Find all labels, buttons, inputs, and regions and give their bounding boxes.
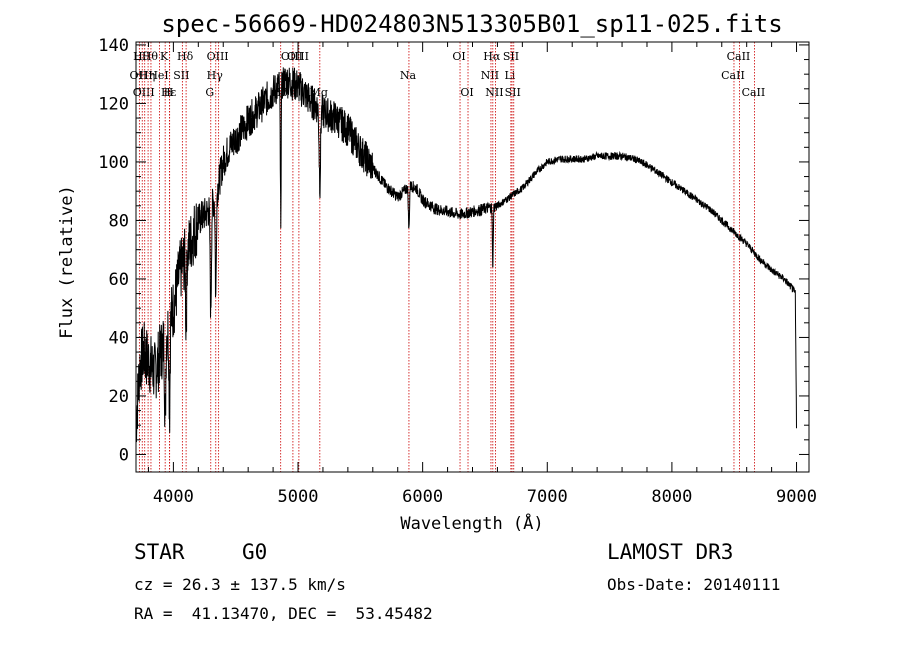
line-marker-label: SII: [505, 86, 521, 99]
plot-frame: [135, 41, 810, 473]
redshift-value: cz = 26.3 ± 137.5 km/s: [134, 575, 346, 594]
x-tick-label: 8000: [651, 487, 692, 507]
line-marker-label: HeI: [148, 69, 168, 82]
y-tick-label: 120: [98, 94, 129, 114]
line-marker-label: Hα: [483, 50, 501, 63]
spectral-subclass: G0: [242, 540, 268, 564]
line-marker-label: Na: [400, 69, 417, 82]
line-marker-label: OIII: [281, 50, 303, 63]
x-tick-label: 9000: [776, 487, 817, 507]
survey-name: LAMOST DR3: [607, 540, 734, 564]
chart-title: spec-56669-HD024803N513305B01_sp11-025.f…: [161, 10, 782, 38]
line-markers: OIIHθOIIIHηHθHeIKHεHSIIHδGHγOIIIHβOIIIOI…: [130, 42, 766, 472]
x-axis: 4000 5000 6000 7000 8000 9000: [147, 42, 817, 507]
line-marker-label: Hγ: [207, 69, 224, 82]
coordinates: RA = 41.13470, DEC = 53.45482: [134, 604, 433, 623]
y-tick-label: 0: [119, 445, 129, 465]
line-marker-label: K: [160, 50, 169, 63]
y-tick-label: 80: [109, 211, 129, 231]
x-tick-label: 4000: [153, 487, 194, 507]
line-marker-label: G: [205, 86, 214, 99]
y-tick-label: 20: [109, 387, 129, 407]
line-marker-label: OIII: [207, 50, 229, 63]
line-marker-label: Hε: [161, 86, 177, 99]
line-marker-label: Hδ: [177, 50, 194, 63]
line-marker-label: CaII: [742, 86, 766, 99]
y-tick-label: 140: [98, 36, 129, 56]
line-marker-label: H: [164, 86, 174, 99]
line-marker-label: OI: [452, 50, 465, 63]
x-tick-label: 5000: [278, 487, 319, 507]
y-tick-label: 60: [109, 270, 129, 290]
line-marker-label: Hθ: [142, 50, 159, 63]
obs-date: Obs-Date: 20140111: [607, 575, 781, 594]
line-marker-label: NII: [481, 69, 499, 82]
y-axis: 0 20 40 60 80 100 120 140: [98, 36, 809, 465]
spectrum-line: [135, 67, 797, 443]
y-tick-label: 40: [109, 328, 129, 348]
x-axis-label: Wavelength (Å): [400, 512, 543, 534]
line-marker-label: OII: [130, 69, 148, 82]
line-marker-label: SII: [173, 69, 189, 82]
y-axis-label: Flux (relative): [57, 185, 77, 339]
object-class: STAR: [134, 540, 185, 564]
line-marker-label: Li: [504, 69, 515, 82]
line-marker-label: SII: [503, 50, 519, 63]
line-marker-label: CaII: [727, 50, 751, 63]
x-tick-label: 7000: [527, 487, 568, 507]
line-marker-label: NII: [485, 86, 503, 99]
line-marker-label: CaII: [721, 69, 745, 82]
line-marker-label: OI: [460, 86, 473, 99]
y-tick-label: 100: [98, 153, 129, 173]
x-tick-label: 6000: [402, 487, 443, 507]
line-marker-label: OIII: [287, 50, 309, 63]
